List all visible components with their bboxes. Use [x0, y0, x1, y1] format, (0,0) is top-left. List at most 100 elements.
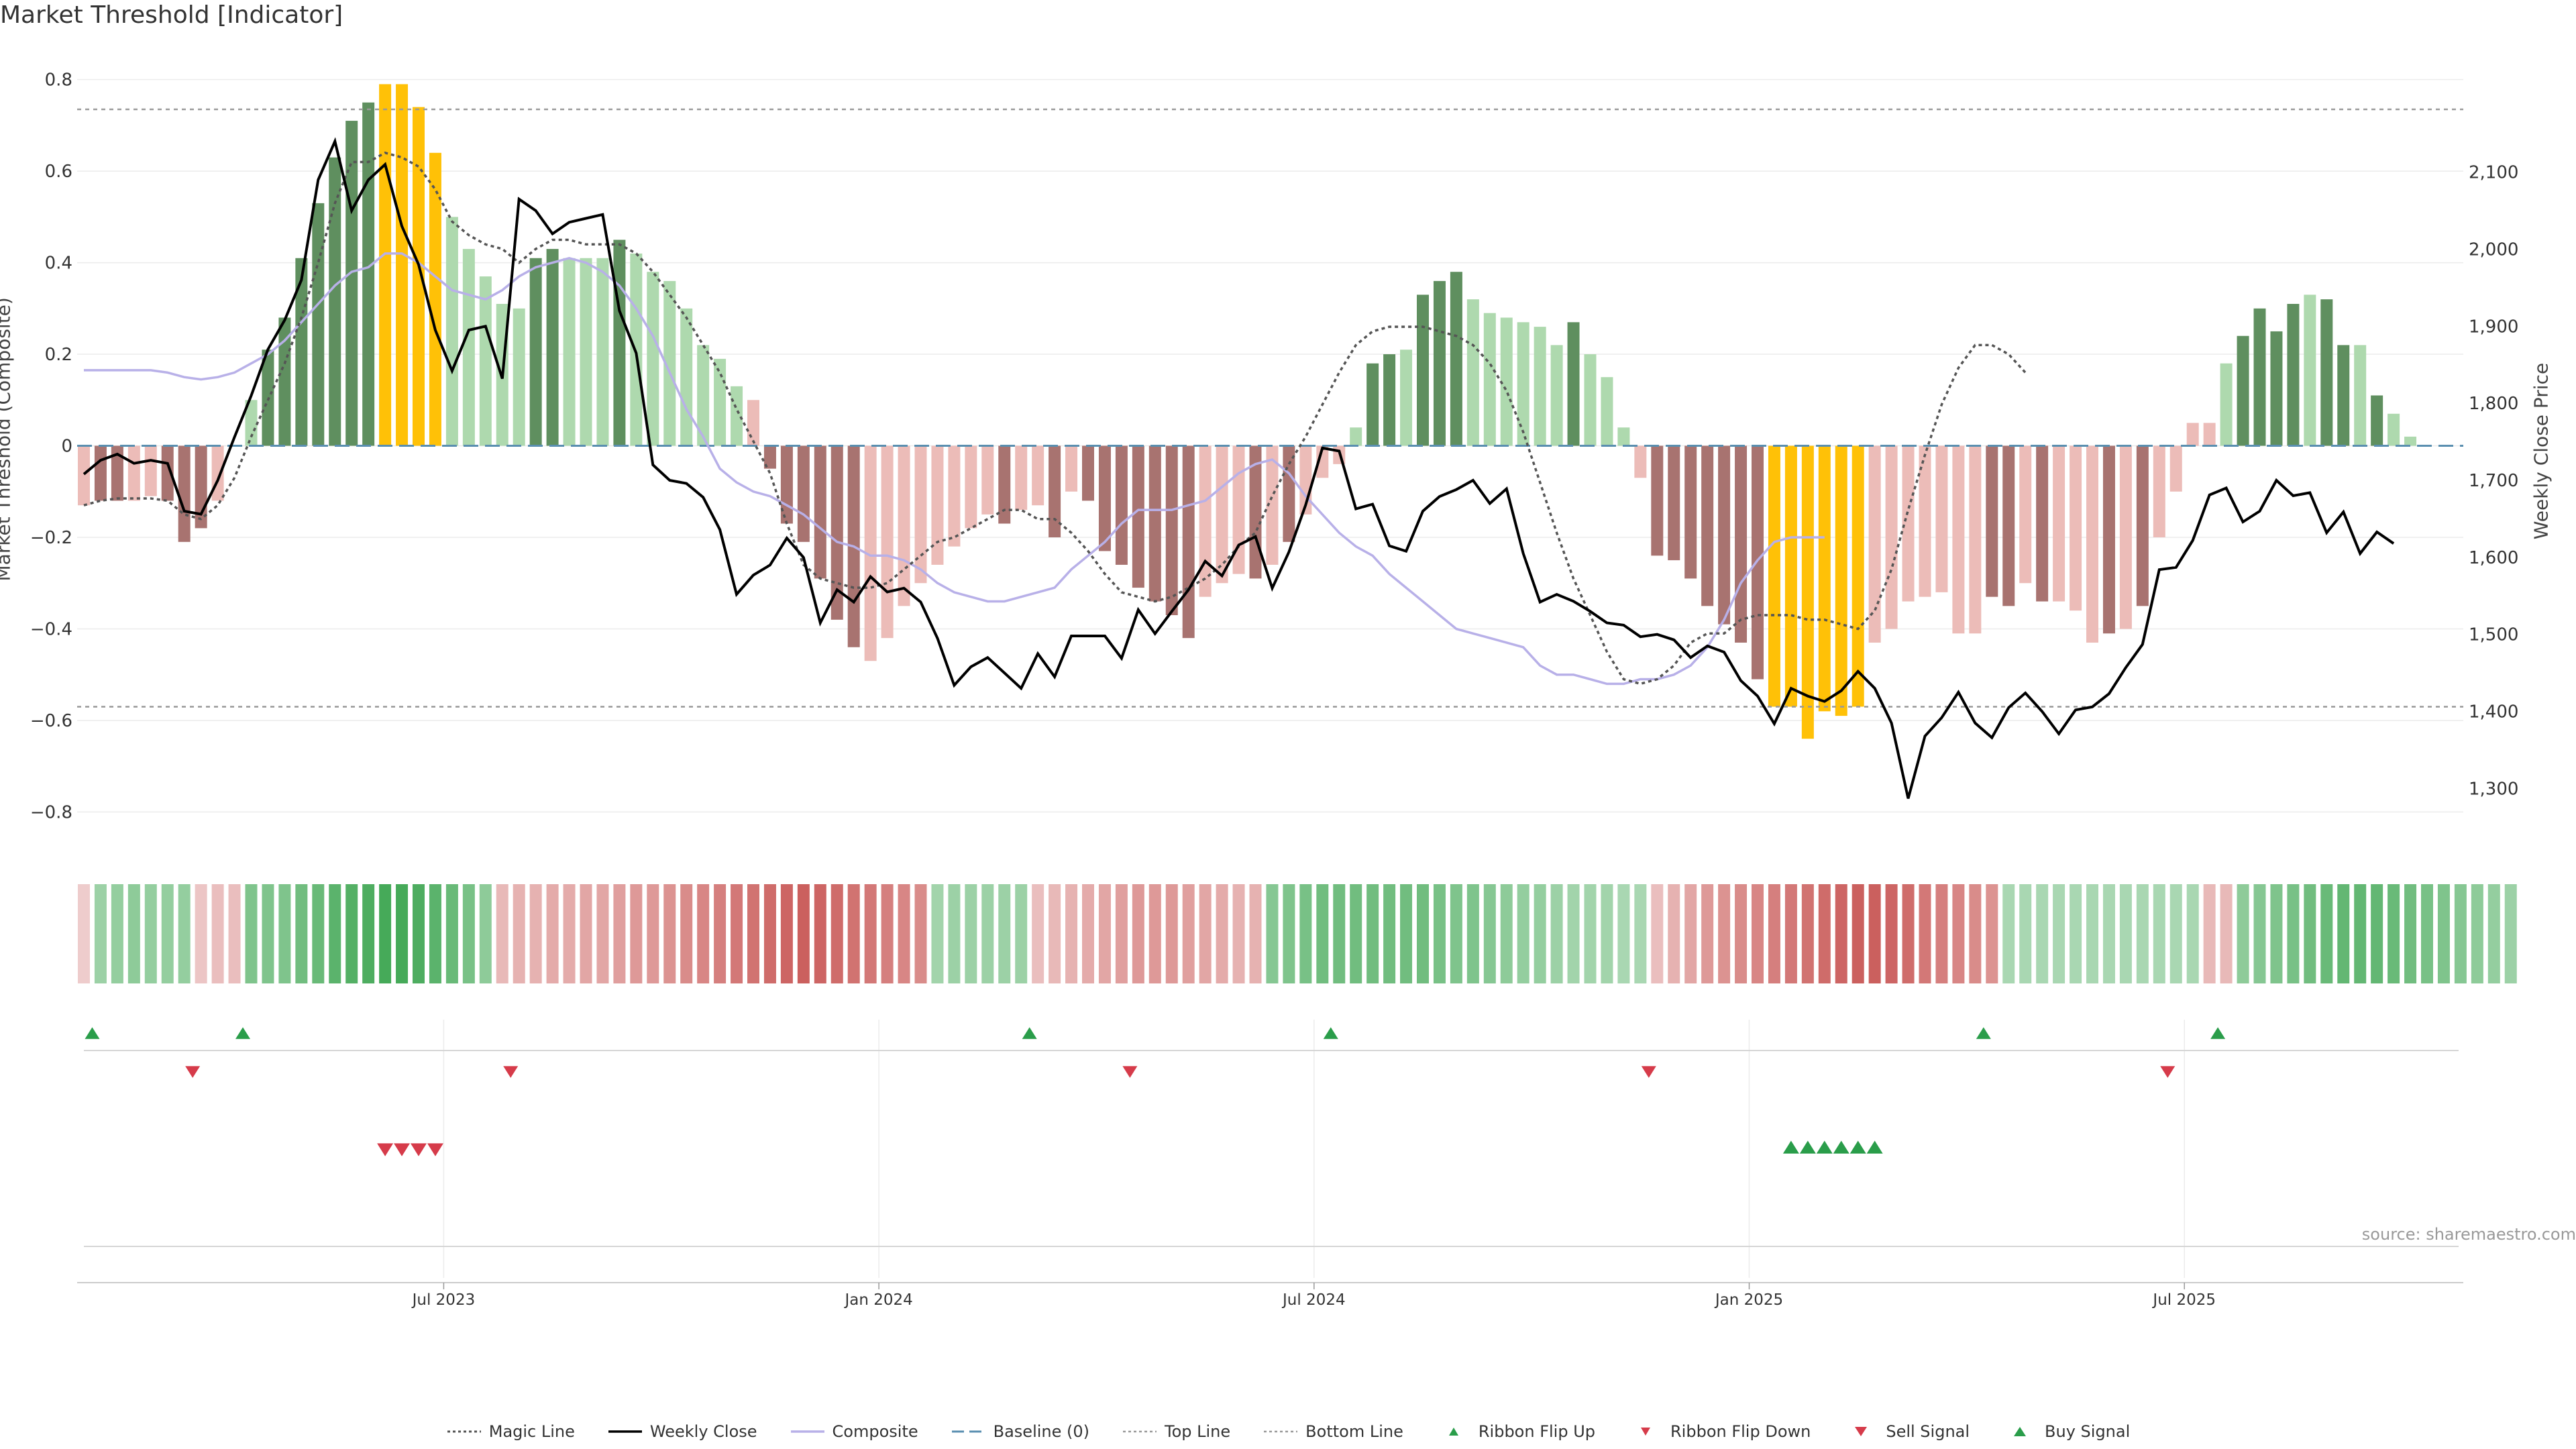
bar — [2019, 445, 2032, 584]
buy-signal-marker — [1782, 1140, 1799, 1154]
bar — [379, 84, 392, 446]
ribbon-cell — [345, 884, 358, 983]
ribbon-cell — [2320, 884, 2333, 983]
bar — [2119, 445, 2132, 629]
ribbon-cell — [663, 884, 676, 983]
y-tick-label: 0.2 — [45, 345, 72, 365]
ribbon-cell — [2253, 884, 2266, 983]
bar — [1986, 445, 1998, 597]
bar — [1132, 445, 1144, 588]
ribbon-cell — [1433, 884, 1446, 983]
ribbon-cell — [445, 884, 458, 983]
bar — [396, 84, 409, 446]
bar — [513, 308, 525, 446]
ribbon-cell — [1015, 884, 1028, 983]
ribbon-flip-up-marker — [1022, 1027, 1037, 1039]
sell-signal-marker — [411, 1143, 427, 1157]
ribbon-cell — [1735, 884, 1748, 983]
ribbon-cell — [1651, 884, 1664, 983]
bar — [714, 358, 727, 446]
y2-tick-label: 2,000 — [2469, 239, 2518, 260]
legend: Magic Line Weekly Close Composite Baseline … — [0, 1422, 2576, 1441]
ribbon-cell — [914, 884, 927, 983]
ribbon-cell — [580, 884, 592, 983]
bar — [1350, 427, 1362, 446]
ribbon-cell — [1517, 884, 1529, 983]
ribbon-cell — [1316, 884, 1329, 983]
ribbon-cell — [1082, 884, 1094, 983]
bar — [697, 345, 710, 446]
ribbon-cell — [1784, 884, 1797, 983]
bar — [479, 276, 492, 446]
ribbon-cell — [2471, 884, 2483, 983]
ribbon-cell — [1466, 884, 1479, 983]
bar — [1466, 299, 1479, 446]
bar — [2070, 445, 2082, 611]
ribbon-cell — [2371, 884, 2383, 983]
bar — [1148, 445, 1161, 602]
ribbon-cell — [830, 884, 843, 983]
ribbon-cell — [1986, 884, 1998, 983]
bar — [429, 152, 441, 446]
bar — [1718, 445, 1731, 625]
ribbon-layer — [78, 884, 2517, 983]
ribbon-cell — [1148, 884, 1161, 983]
legend-item-composite: Composite — [790, 1422, 918, 1441]
legend-label: Sell Signal — [1886, 1422, 1970, 1441]
ribbon-cell — [1400, 884, 1413, 983]
bar — [1868, 445, 1881, 643]
y2-tick-label: 1,700 — [2469, 471, 2518, 491]
bar — [144, 445, 157, 496]
ribbon-cell — [1684, 884, 1697, 983]
grid-layer — [77, 78, 2463, 1278]
legend-label: Composite — [832, 1422, 918, 1441]
ribbon-cell — [1752, 884, 1764, 983]
ribbon-cell — [1450, 884, 1462, 983]
ribbon-flip-up-marker — [1323, 1027, 1338, 1039]
ribbon-cell — [1818, 884, 1831, 983]
bar — [462, 249, 475, 446]
bar — [445, 217, 458, 446]
y2-tick-label: 1,400 — [2469, 702, 2518, 722]
ribbon-cell — [1199, 884, 1212, 983]
ribbon-cell — [78, 884, 90, 983]
ribbon-cell — [111, 884, 123, 983]
bar — [613, 239, 626, 446]
y2-tick-label: 1,800 — [2469, 394, 2518, 414]
bar — [1601, 377, 1613, 446]
ribbon-cell — [881, 884, 894, 983]
x-tick-label: Jul 2023 — [411, 1291, 476, 1309]
ribbon-cell — [2270, 884, 2283, 983]
legend-label: Top Line — [1165, 1422, 1231, 1441]
y2-tick-label: 1,500 — [2469, 625, 2518, 645]
bar — [1049, 445, 1061, 537]
bar — [563, 258, 576, 446]
ribbon-cell — [1868, 884, 1881, 983]
y-tick-label: 0 — [61, 437, 72, 457]
bar — [1283, 445, 1295, 542]
ribbon-cell — [2304, 884, 2316, 983]
bar — [1801, 445, 1814, 739]
ribbon-cell — [1534, 884, 1546, 983]
bar — [1383, 354, 1396, 446]
magic-line — [83, 151, 2027, 686]
ribbon-cell — [780, 884, 793, 983]
lines-layer — [77, 108, 2463, 799]
bar — [1182, 445, 1195, 639]
bar — [1617, 427, 1630, 446]
y-tick-label: 0.8 — [45, 70, 72, 91]
ribbon-cell — [2169, 884, 2182, 983]
bar — [2404, 436, 2417, 446]
ribbon-cell — [2070, 884, 2082, 983]
buy-signal-marker — [1833, 1140, 1849, 1154]
y-tick-label: −0.2 — [30, 528, 72, 548]
ribbon-cell — [429, 884, 441, 983]
ribbon-cell — [1668, 884, 1680, 983]
sell-signal-marker — [394, 1143, 411, 1157]
x-tick-label: Jul 2024 — [1281, 1291, 1346, 1309]
sell-signal-marker — [427, 1143, 443, 1157]
bar — [78, 445, 90, 506]
bar — [2270, 331, 2283, 446]
ribbon-cell — [596, 884, 609, 983]
bar — [2053, 445, 2065, 602]
